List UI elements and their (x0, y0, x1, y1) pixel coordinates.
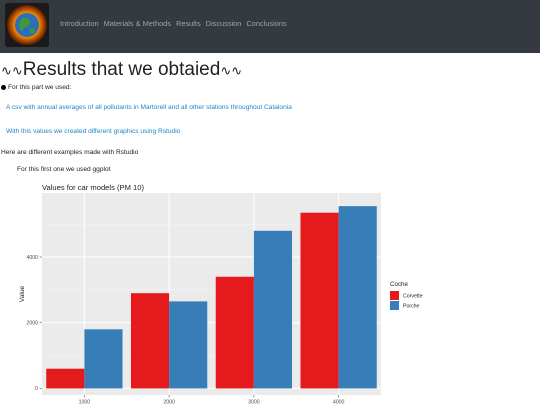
bar (300, 212, 339, 389)
bar (338, 206, 377, 389)
page-title: ∿∿Results that we obtaied∿∿ (1, 59, 242, 81)
title-ornament-right: ∿∿ (220, 63, 243, 78)
navbar: Introduction Materials & Methods Results… (0, 0, 540, 53)
ggplot-text: For this first one we used ggplot (17, 166, 111, 173)
chart-title: Values for car models (PM 10) (42, 183, 144, 192)
nav-conclusions[interactable]: Conclusions (246, 19, 287, 28)
bar (253, 230, 293, 389)
x-tick-label: 4000 (333, 400, 345, 405)
bar (46, 368, 85, 389)
legend-swatch (390, 301, 399, 310)
intro-bullet: For this part we used: (1, 84, 71, 91)
x-tick-label: 2000 (163, 400, 175, 405)
nav-menu: Introduction Materials & Methods Results… (60, 19, 287, 28)
page-title-text: Results that we obtaied (22, 59, 221, 80)
examples-text: Here are different examples made with Rs… (1, 149, 139, 156)
legend-label: Porche (403, 303, 420, 309)
bar (84, 329, 123, 389)
nav-materials-methods[interactable]: Materials & Methods (103, 19, 171, 28)
earth-logo-icon[interactable] (5, 3, 49, 47)
bar (169, 301, 208, 389)
bullet-icon (1, 84, 6, 90)
intro-bullet-text: For this part we used: (8, 84, 72, 91)
y-tick-label: 0 (35, 386, 38, 392)
x-tick-label: 3000 (248, 400, 260, 405)
nav-discussion[interactable]: Discussion (205, 19, 242, 28)
legend-label: Corvette (403, 293, 423, 299)
nav-introduction[interactable]: Introduction (60, 19, 99, 28)
legend-title: Coche (390, 281, 408, 288)
x-tick-label: 1000 (79, 400, 91, 405)
y-axis-label: Value (19, 285, 26, 302)
rstudio-link[interactable]: With this values we created different gr… (6, 128, 181, 135)
bar (215, 276, 254, 389)
csv-link[interactable]: A csv with annual averages of all pollut… (6, 104, 292, 111)
bar-chart: Values for car models (PM 10) 0 2000 4000 10… (19, 183, 423, 405)
y-tick-label: 2000 (26, 321, 38, 327)
nav-results[interactable]: Results (176, 19, 201, 28)
title-ornament-left: ∿∿ (1, 63, 23, 78)
y-tick-label: 4000 (26, 255, 38, 261)
legend-swatch (390, 291, 399, 300)
bar (130, 293, 170, 389)
